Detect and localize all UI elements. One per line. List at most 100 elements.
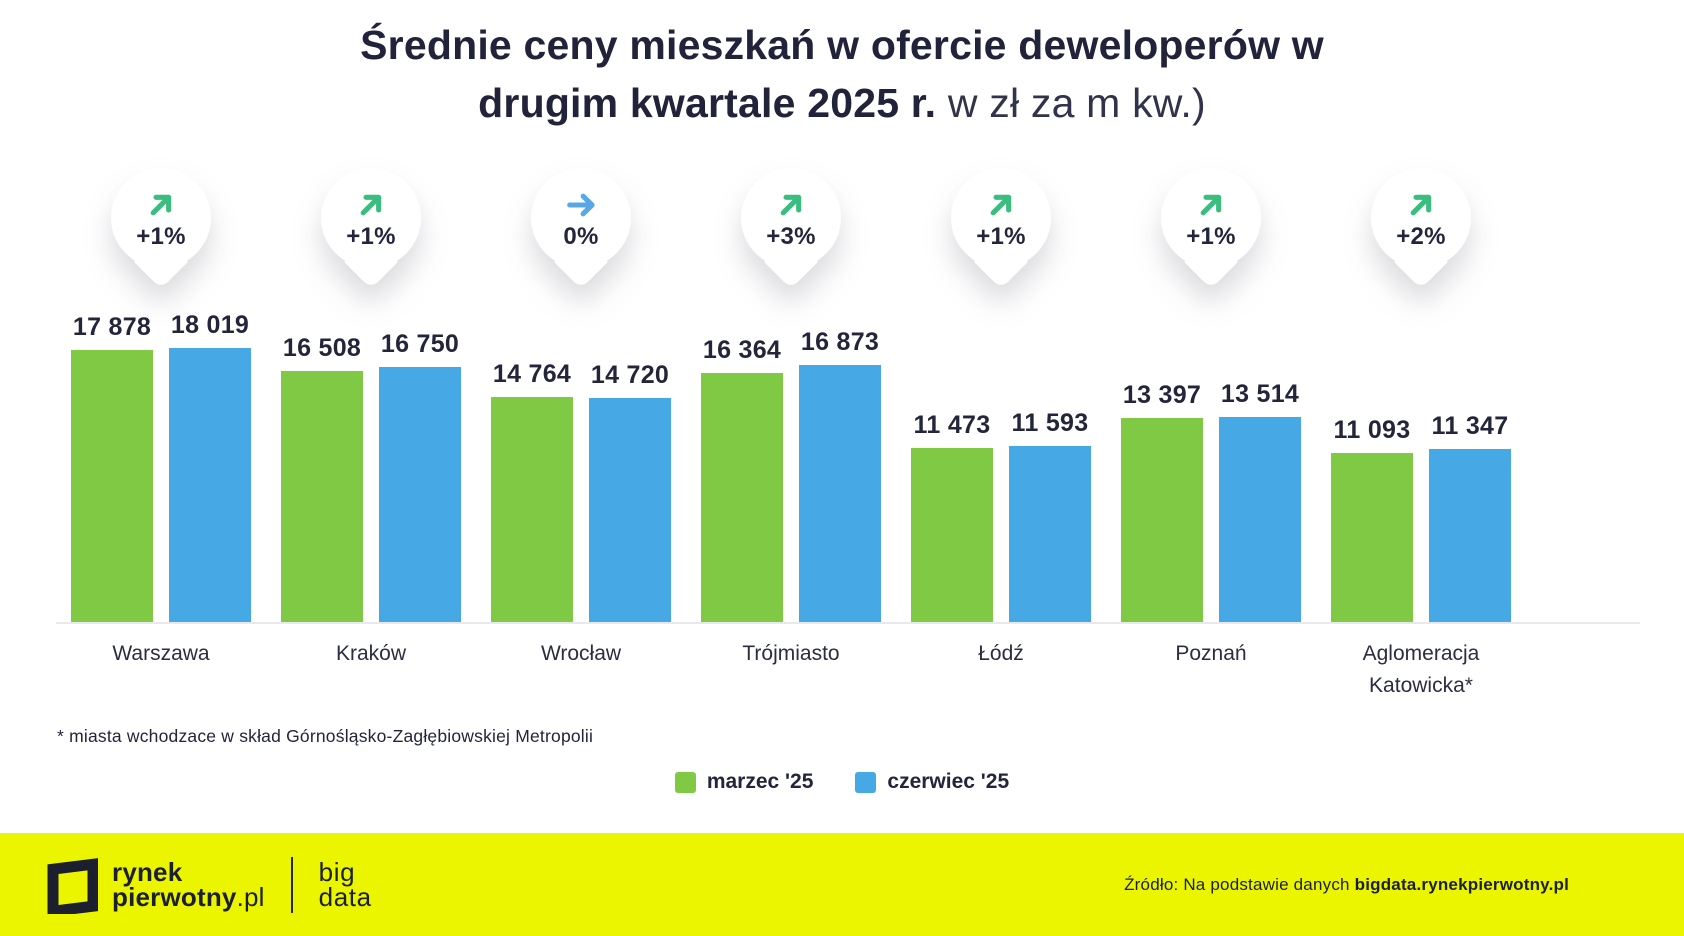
bar-column: 13 514 <box>1219 380 1301 622</box>
bar <box>1219 417 1301 622</box>
bar <box>1009 446 1091 622</box>
bar-group: +1% 17 878 18 019 <box>56 168 266 622</box>
chart-title-line1: Średnie ceny mieszkań w ofercie dewelope… <box>360 22 1324 68</box>
bar-value-label: 16 750 <box>380 330 460 358</box>
legend-item-marzec: marzec '25 <box>674 770 813 794</box>
trend-up-icon <box>1200 194 1222 215</box>
bars-pair: 16 364 16 873 <box>701 298 881 622</box>
category-label: Wrocław <box>540 642 622 665</box>
bar-value-label: 11 347 <box>1431 412 1509 440</box>
bar-value-label: 14 720 <box>590 361 670 389</box>
change-badge: 0% <box>531 168 631 268</box>
change-percent-label: +1% <box>976 222 1026 250</box>
bar-column: 16 750 <box>379 330 461 622</box>
source-text: Źródło: Na podstawie danych bigdata.ryne… <box>1124 874 1569 894</box>
bar <box>379 367 461 622</box>
bar-value-label: 16 508 <box>282 334 362 362</box>
legend-swatch-blue <box>855 771 877 793</box>
bar-column: 16 364 <box>701 336 783 622</box>
bar-column: 11 093 <box>1331 416 1413 622</box>
change-badge-zone: +1% <box>56 168 266 298</box>
change-badge-zone: +1% <box>266 168 476 298</box>
bar-value-label: 11 593 <box>1011 409 1089 437</box>
change-badge: +2% <box>1371 168 1471 268</box>
brand-divider <box>290 856 293 913</box>
bar-value-label: 13 397 <box>1122 381 1202 409</box>
bar <box>1331 453 1413 622</box>
brand-cluster: rynek pierwotny.pl big data <box>46 856 372 914</box>
change-percent-label: +2% <box>1396 222 1446 250</box>
bars-pair: 11 093 11 347 <box>1331 298 1511 622</box>
bars-pair: 13 397 13 514 <box>1121 298 1301 622</box>
change-badge-zone: +2% <box>1316 168 1526 298</box>
bar-column: 13 397 <box>1121 381 1203 622</box>
bar-column: 16 873 <box>799 328 881 622</box>
rynekpierwotny-logo-text: rynek pierwotny.pl <box>112 856 265 912</box>
bar-group: 0% 14 764 14 720 <box>476 168 686 622</box>
change-badge-zone: +1% <box>1106 168 1316 298</box>
bigdata-logo-text: big data <box>318 856 372 912</box>
bar-group: +1% 13 397 13 514 <box>1106 168 1316 622</box>
bar <box>799 365 881 622</box>
bar <box>491 397 573 622</box>
change-percent-label: +1% <box>1186 222 1236 250</box>
bar-value-label: 11 473 <box>913 411 991 439</box>
bar <box>701 373 783 622</box>
category-label: Aglomeracja Katowicka* <box>1362 642 1480 697</box>
legend-swatch-green <box>674 771 696 793</box>
category-labels: Warszawa Kraków Wrocław Trójmiasto Łódź Pozna… <box>56 638 1526 701</box>
trend-right-icon <box>567 193 595 216</box>
legend-item-czerwiec: czerwiec '25 <box>855 770 1009 794</box>
change-badge: +1% <box>321 168 421 268</box>
bar-column: 16 508 <box>281 334 363 622</box>
change-badge: +1% <box>951 168 1051 268</box>
change-percent-label: +3% <box>766 222 816 250</box>
bar <box>911 448 993 622</box>
bar-column: 11 473 <box>911 411 993 622</box>
bar-group: +1% 16 508 16 750 <box>266 168 476 622</box>
bar-value-label: 16 364 <box>702 336 782 364</box>
category-label: Warszawa <box>112 642 210 665</box>
bar-column: 17 878 <box>71 313 153 622</box>
bar-value-label: 16 873 <box>800 328 880 356</box>
bar-value-label: 11 093 <box>1333 416 1411 444</box>
bar-column: 18 019 <box>169 311 251 622</box>
change-percent-label: 0% <box>563 222 599 250</box>
category-label: Poznań <box>1175 642 1247 665</box>
x-axis-baseline <box>56 622 1640 624</box>
bar-column: 11 593 <box>1009 409 1091 622</box>
bar-value-label: 17 878 <box>72 313 152 341</box>
trend-up-icon <box>1410 194 1432 215</box>
change-badge: +1% <box>1161 168 1261 268</box>
change-percent-label: +1% <box>136 222 186 250</box>
bars-pair: 11 473 11 593 <box>911 298 1091 622</box>
bar-value-label: 14 764 <box>492 360 572 388</box>
change-badge-zone: +3% <box>686 168 896 298</box>
bar-column: 11 347 <box>1429 412 1511 622</box>
trend-up-icon <box>150 194 172 215</box>
bar <box>1429 449 1511 622</box>
bars-pair: 14 764 14 720 <box>491 298 671 622</box>
chart-legend: marzec '25 czerwiec '25 <box>0 770 1684 794</box>
bar-chart: +1% 17 878 18 019 +1% 16 508 16 750 0% 14 764 14… <box>56 168 1526 622</box>
change-percent-label: +1% <box>346 222 396 250</box>
change-badge: +3% <box>741 168 841 268</box>
bar <box>281 371 363 622</box>
bar <box>169 348 251 622</box>
bar-group: +3% 16 364 16 873 <box>686 168 896 622</box>
bars-pair: 16 508 16 750 <box>281 298 461 622</box>
bar <box>589 398 671 622</box>
bar-group: +1% 11 473 11 593 <box>896 168 1106 622</box>
bars-pair: 17 878 18 019 <box>71 298 251 622</box>
change-badge-zone: +1% <box>896 168 1106 298</box>
bar-group: +2% 11 093 11 347 <box>1316 168 1526 622</box>
chart-title: Średnie ceny mieszkań w ofercie dewelope… <box>0 0 1684 132</box>
bar-groups: +1% 17 878 18 019 +1% 16 508 16 750 0% 14 764 14… <box>56 168 1526 622</box>
category-label: Trójmiasto <box>742 642 840 665</box>
trend-up-icon <box>990 194 1012 215</box>
category-label: Łódź <box>978 642 1024 665</box>
bar <box>1121 418 1203 622</box>
change-badge-zone: 0% <box>476 168 686 298</box>
change-badge: +1% <box>111 168 211 268</box>
bar-column: 14 720 <box>589 361 671 622</box>
